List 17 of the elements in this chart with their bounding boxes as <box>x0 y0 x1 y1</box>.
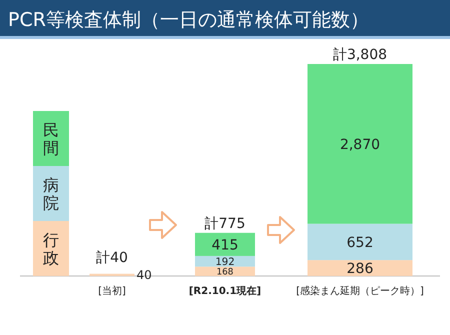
data-label: 40 <box>136 268 152 282</box>
data-label: 2,870 <box>340 136 380 153</box>
x-tick-label: [感染まん延期（ピーク時）] <box>296 285 424 297</box>
data-label: 415 <box>212 237 238 254</box>
data-label: 192 <box>215 256 235 268</box>
data-label: 286 <box>346 261 374 278</box>
series-label: 行政 <box>43 230 59 268</box>
text: 病院 <box>43 176 59 212</box>
total-label: 計40 <box>96 250 128 266</box>
total-label: 計3,808 <box>332 47 388 63</box>
total-label: 計775 <box>204 216 246 232</box>
chart-title: PCR等検査体制（一日の通常検体可能数） <box>8 9 369 31</box>
data-label: 652 <box>346 234 374 251</box>
x-tick-label: [R2.10.1現在] <box>188 285 262 297</box>
text: 民間 <box>43 120 59 158</box>
x-tick-label: [当初] <box>98 285 126 297</box>
data-label: 168 <box>216 268 234 278</box>
